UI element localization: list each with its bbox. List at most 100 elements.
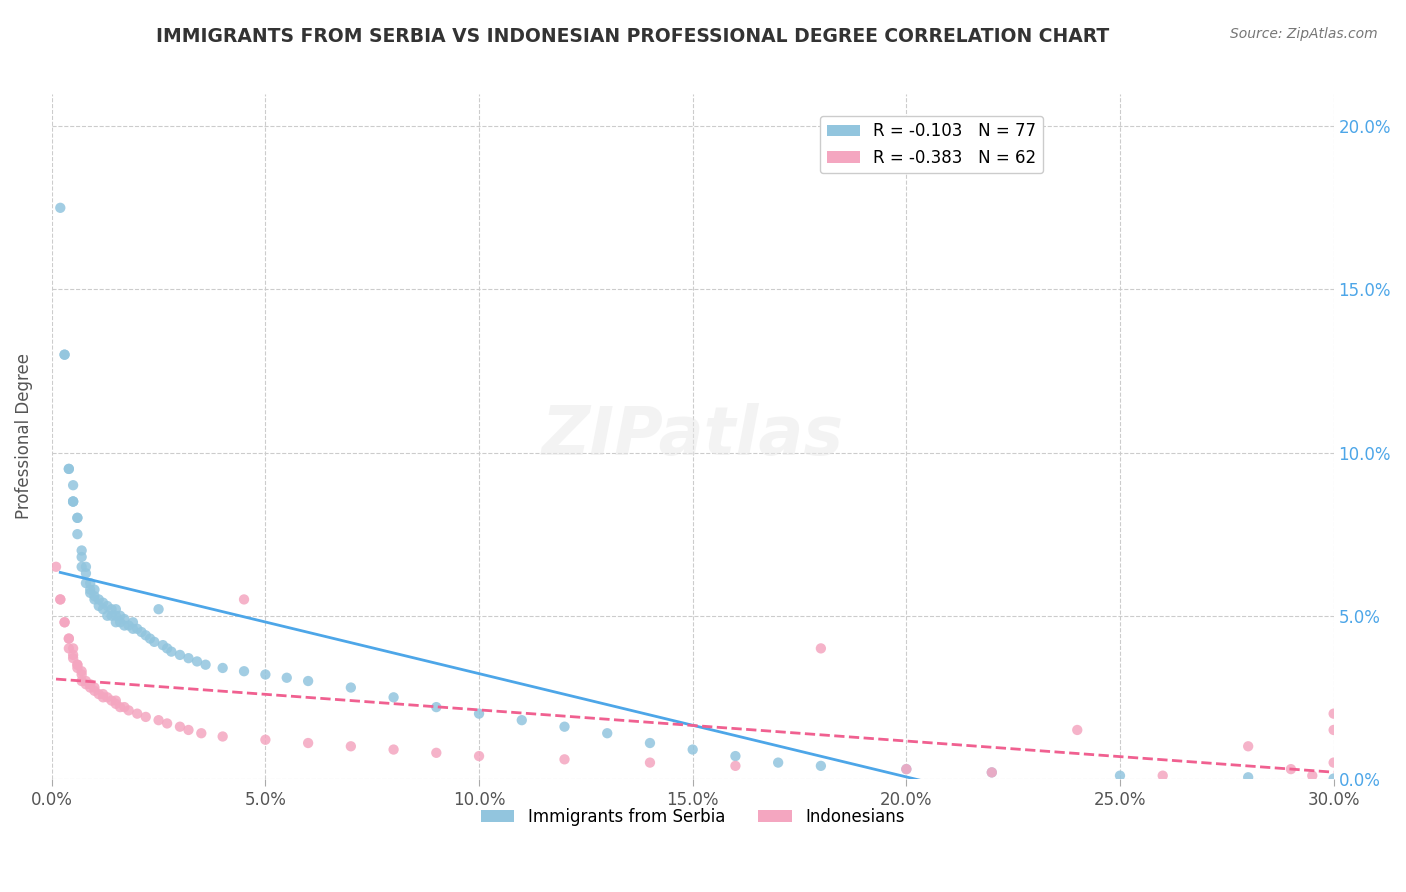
- Point: [104, 693, 127, 707]
- Point: [186, 655, 208, 669]
- Point: [49, 201, 72, 215]
- Point: [682, 742, 704, 756]
- Point: [1323, 706, 1346, 721]
- Point: [1279, 762, 1302, 776]
- Text: ZIPatlas: ZIPatlas: [541, 403, 844, 469]
- Point: [53, 615, 76, 630]
- Point: [83, 589, 105, 603]
- Point: [135, 710, 157, 724]
- Point: [53, 615, 76, 630]
- Point: [108, 608, 131, 623]
- Point: [160, 645, 183, 659]
- Point: [108, 700, 131, 714]
- Point: [75, 559, 97, 574]
- Point: [79, 586, 101, 600]
- Text: Source: ZipAtlas.com: Source: ZipAtlas.com: [1230, 27, 1378, 41]
- Point: [83, 681, 105, 695]
- Point: [83, 582, 105, 597]
- Point: [58, 462, 80, 476]
- Point: [468, 706, 491, 721]
- Point: [87, 599, 110, 613]
- Point: [112, 612, 135, 626]
- Point: [75, 566, 97, 581]
- Point: [66, 511, 89, 525]
- Point: [53, 348, 76, 362]
- Point: [254, 732, 277, 747]
- Point: [596, 726, 619, 740]
- Point: [104, 608, 127, 623]
- Point: [108, 615, 131, 630]
- Point: [340, 739, 363, 754]
- Point: [104, 602, 127, 616]
- Point: [131, 625, 153, 640]
- Point: [96, 608, 118, 623]
- Point: [100, 608, 122, 623]
- Point: [425, 746, 447, 760]
- Point: [58, 632, 80, 646]
- Point: [75, 576, 97, 591]
- Point: [96, 599, 118, 613]
- Point: [87, 687, 110, 701]
- Point: [66, 657, 89, 672]
- Point: [1323, 723, 1346, 737]
- Point: [75, 673, 97, 688]
- Point: [297, 736, 319, 750]
- Point: [58, 641, 80, 656]
- Point: [980, 765, 1002, 780]
- Point: [425, 700, 447, 714]
- Point: [553, 720, 575, 734]
- Point: [87, 592, 110, 607]
- Point: [79, 681, 101, 695]
- Point: [70, 559, 93, 574]
- Point: [724, 749, 747, 764]
- Point: [1237, 770, 1260, 784]
- Point: [340, 681, 363, 695]
- Point: [58, 462, 80, 476]
- Point: [62, 494, 84, 508]
- Point: [79, 582, 101, 597]
- Point: [91, 687, 114, 701]
- Point: [70, 543, 93, 558]
- Point: [91, 602, 114, 616]
- Point: [127, 706, 149, 721]
- Point: [638, 756, 661, 770]
- Point: [62, 641, 84, 656]
- Point: [66, 661, 89, 675]
- Point: [1152, 769, 1174, 783]
- Y-axis label: Professional Degree: Professional Degree: [15, 353, 32, 519]
- Point: [139, 632, 162, 646]
- Point: [896, 762, 918, 776]
- Point: [382, 690, 405, 705]
- Point: [1301, 769, 1323, 783]
- Point: [66, 511, 89, 525]
- Point: [83, 592, 105, 607]
- Point: [96, 690, 118, 705]
- Point: [83, 683, 105, 698]
- Point: [233, 592, 256, 607]
- Point: [148, 602, 170, 616]
- Point: [100, 602, 122, 616]
- Point: [169, 720, 191, 734]
- Point: [91, 690, 114, 705]
- Point: [169, 648, 191, 662]
- Point: [766, 756, 789, 770]
- Point: [62, 494, 84, 508]
- Point: [1323, 756, 1346, 770]
- Point: [1109, 769, 1132, 783]
- Point: [100, 693, 122, 707]
- Point: [45, 559, 67, 574]
- Point: [49, 592, 72, 607]
- Point: [177, 651, 200, 665]
- Point: [190, 726, 212, 740]
- Point: [62, 651, 84, 665]
- Point: [58, 632, 80, 646]
- Point: [211, 730, 233, 744]
- Point: [70, 664, 93, 678]
- Point: [810, 641, 832, 656]
- Point: [177, 723, 200, 737]
- Point: [62, 648, 84, 662]
- Point: [53, 348, 76, 362]
- Point: [49, 592, 72, 607]
- Point: [297, 673, 319, 688]
- Point: [211, 661, 233, 675]
